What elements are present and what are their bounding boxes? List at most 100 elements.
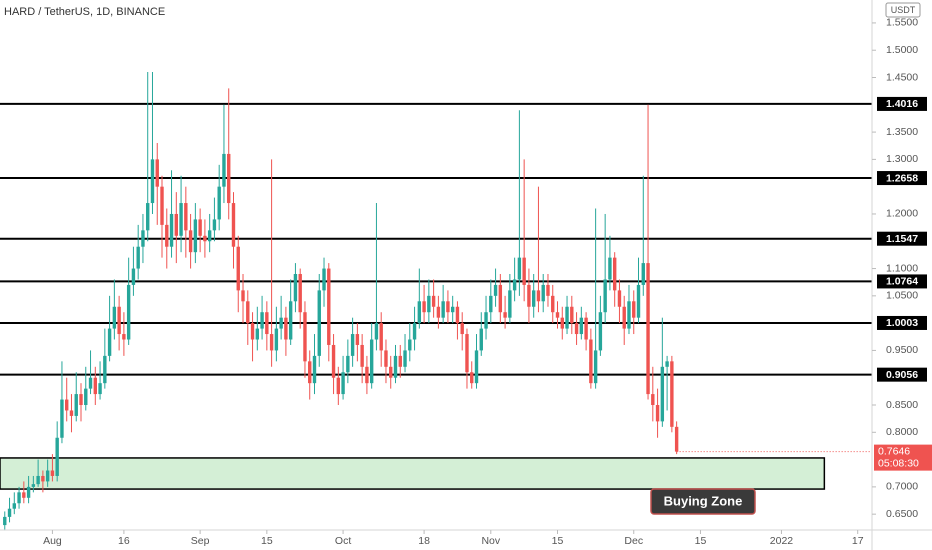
x-tick-label: Oct (335, 535, 351, 547)
candle-body (412, 323, 417, 340)
level-label-box (877, 231, 927, 246)
candle-body (84, 388, 88, 406)
candle-body (160, 186, 164, 225)
candle-body (212, 219, 217, 231)
candle-body (346, 355, 350, 373)
candle-body (655, 405, 660, 422)
y-tick-label: 0.8500 (886, 399, 918, 411)
y-tick-label: 1.4500 (886, 71, 918, 83)
candle-body (665, 361, 669, 367)
y-tick-label: 0.9500 (886, 344, 918, 356)
candle-body (269, 334, 274, 351)
candle-body (141, 230, 145, 247)
candle-body (50, 470, 55, 476)
candle-body (188, 230, 193, 253)
candle-body (65, 399, 69, 411)
candle-body (489, 295, 493, 313)
candle-body (622, 306, 626, 329)
candle-body (498, 284, 503, 313)
level-label-box (877, 96, 927, 111)
candle-body (503, 312, 507, 318)
candle-body (479, 328, 483, 351)
candle-body (374, 323, 379, 340)
candle-body (674, 426, 679, 452)
candle-body (670, 361, 674, 427)
candle-body (198, 219, 202, 236)
candle-body (303, 312, 307, 362)
candle-body (484, 312, 488, 329)
candle-body (465, 334, 469, 373)
candle-body (222, 153, 226, 187)
candle-body (93, 377, 98, 395)
level-label-box (877, 315, 927, 330)
last-price-box (874, 444, 932, 471)
candle-body (131, 268, 136, 285)
x-tick-label: 2022 (770, 535, 794, 547)
candle-body (541, 284, 545, 302)
candle-body (274, 328, 279, 351)
candle-body (150, 159, 155, 204)
x-tick-label: 17 (852, 535, 864, 547)
candle-body (74, 394, 78, 416)
candle-body (360, 344, 364, 367)
candle-body (589, 339, 593, 384)
candle-body (403, 350, 407, 367)
x-tick-label: 15 (552, 535, 564, 547)
y-tick-label: 0.6500 (886, 508, 918, 520)
candle-body (398, 355, 402, 367)
candle-body (279, 317, 283, 329)
x-tick-label: 15 (261, 535, 273, 547)
candle-body (579, 317, 584, 335)
unit-box (885, 2, 921, 18)
candle-body (26, 486, 31, 498)
candle-body (632, 301, 636, 318)
candle-body (22, 492, 26, 498)
level-label-box (877, 367, 927, 382)
candle-body (317, 290, 321, 356)
plot-area (0, 72, 872, 531)
last-price-label: 0.7646 (878, 445, 910, 457)
candle-body (570, 306, 574, 324)
candle-body (584, 317, 588, 340)
candle-body (603, 279, 607, 313)
candle-body (441, 301, 445, 318)
candle-body (531, 290, 536, 307)
candle-body (612, 257, 617, 291)
candle-body (641, 263, 645, 285)
candle-body (436, 306, 441, 318)
candle-body (470, 372, 474, 384)
candle-body (193, 219, 198, 253)
candle-body (88, 377, 93, 389)
candle-body (31, 484, 36, 487)
candle-body (636, 284, 641, 318)
zone-annotation-box (650, 488, 756, 515)
candle-body (122, 334, 126, 340)
candle-body (312, 355, 317, 384)
candle-body (608, 257, 612, 280)
candle-body (107, 328, 112, 356)
candle-body (255, 328, 260, 340)
candle-body (389, 366, 393, 378)
candle-body (508, 290, 512, 318)
candle-body (69, 410, 74, 416)
candle-body (250, 323, 255, 340)
candle-body (117, 306, 121, 335)
candle-body (227, 153, 231, 204)
candle-body (560, 317, 564, 329)
candle-body (369, 339, 374, 384)
level-label: 1.0003 (886, 317, 918, 329)
candle-body (431, 295, 436, 307)
candle-body (284, 317, 288, 340)
candle-body (260, 312, 264, 329)
candle-body (207, 230, 212, 242)
level-label: 0.9056 (886, 369, 918, 381)
candle-body (546, 284, 550, 296)
candle-body (155, 159, 159, 187)
candle-body (365, 366, 369, 384)
chart-title: HARD / TetherUS, 1D, BINANCE (4, 6, 165, 18)
y-tick-label: 0.7000 (886, 481, 918, 493)
candle-body (474, 350, 479, 384)
unit-label: USDT (891, 5, 916, 15)
candle-body (417, 301, 422, 324)
candle-body (598, 312, 603, 351)
